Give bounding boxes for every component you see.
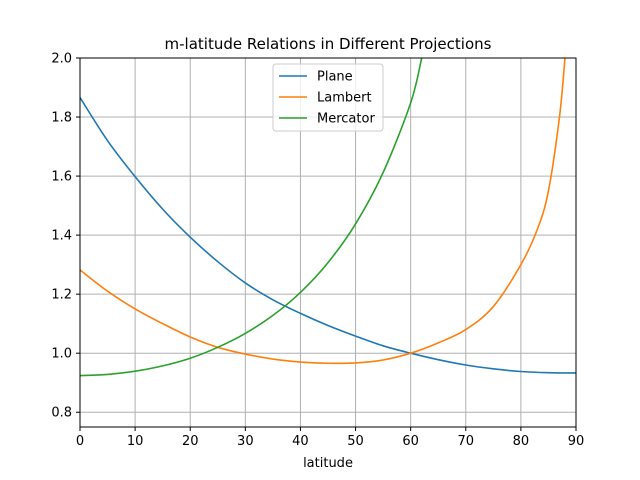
x-axis-label: latitude bbox=[303, 456, 353, 471]
legend-box bbox=[272, 63, 384, 132]
y-tick-label: 1.2 bbox=[51, 288, 72, 303]
y-tick-label: 1.6 bbox=[51, 170, 72, 185]
x-tick-label: 30 bbox=[237, 434, 254, 449]
y-tick-label: 2.0 bbox=[51, 52, 72, 67]
x-tick-label: 20 bbox=[182, 434, 199, 449]
legend-label-lambert: Lambert bbox=[317, 91, 372, 106]
x-tick-label: 70 bbox=[458, 434, 475, 449]
x-tick-label: 90 bbox=[568, 434, 585, 449]
y-tick-label: 0.8 bbox=[51, 406, 72, 421]
y-tick-label: 1.4 bbox=[51, 229, 72, 244]
legend-label-mercator: Mercator bbox=[317, 112, 375, 127]
chart-title: m-latitude Relations in Different Projec… bbox=[165, 35, 492, 53]
x-tick-label: 0 bbox=[76, 434, 84, 449]
x-tick-label: 50 bbox=[347, 434, 364, 449]
x-tick-label: 10 bbox=[127, 434, 144, 449]
series-lines bbox=[80, 58, 576, 377]
series-line-plane bbox=[80, 97, 576, 374]
series-line-lambert bbox=[80, 58, 566, 365]
legend-label-plane: Plane bbox=[317, 70, 353, 85]
y-tick-label: 1.0 bbox=[51, 347, 72, 362]
x-tick-label: 40 bbox=[292, 434, 309, 449]
axis-ticks: 0 10 20 30 40 50 60 70 80 90 0.8 1.0 1.2 1.4 1.6 1.8 2.0 bbox=[51, 52, 584, 450]
plot-frame bbox=[79, 57, 577, 428]
x-tick-label: 80 bbox=[513, 434, 530, 449]
legend: Plane Lambert Mercator bbox=[272, 63, 384, 132]
y-tick-label: 1.8 bbox=[51, 111, 72, 126]
x-tick-label: 60 bbox=[402, 434, 419, 449]
series-line-mercator bbox=[80, 58, 423, 377]
